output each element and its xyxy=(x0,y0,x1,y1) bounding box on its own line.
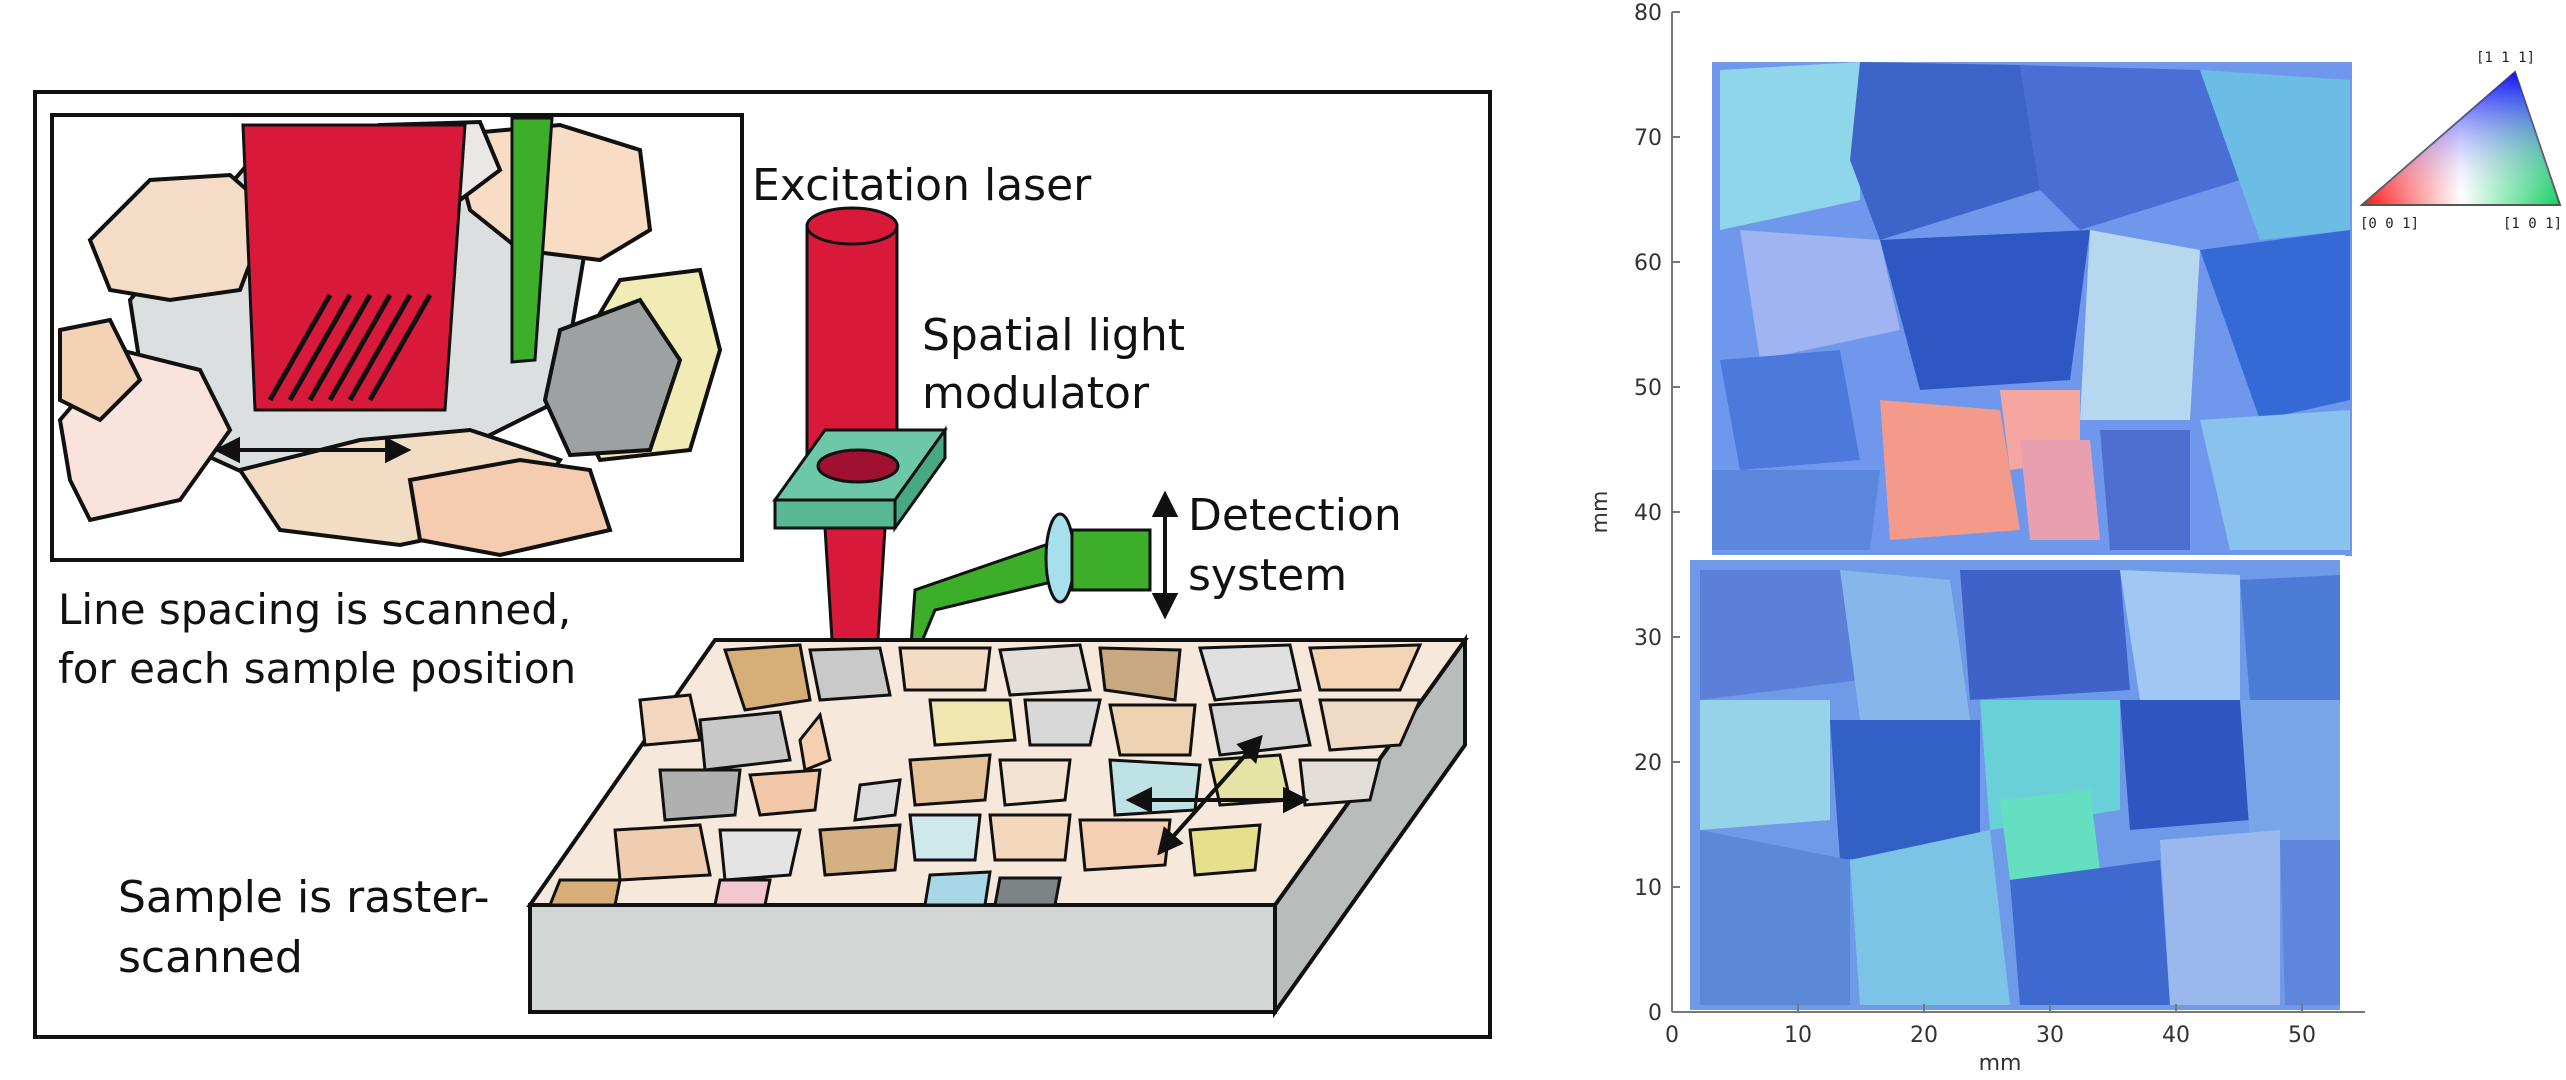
x-axis-ticks: 0 10 20 30 40 50 xyxy=(1665,1004,2316,1048)
orientation-map-image xyxy=(1690,62,2352,1010)
y-tick-label: 70 xyxy=(1634,126,1662,151)
label-slm-2: modulator xyxy=(922,368,1150,419)
y-tick-label: 80 xyxy=(1634,1,1662,26)
y-tick-label: 20 xyxy=(1634,751,1662,776)
grain xyxy=(407,457,613,558)
sample-block xyxy=(526,633,1469,1019)
y-axis-ticks: 0 10 20 30 40 50 60 70 80 xyxy=(1634,1,1680,1026)
schematic-panel: Line spacing is scanned, for each sample… xyxy=(33,90,1492,1039)
inset-panel xyxy=(50,113,744,562)
label-detection-1: Detection xyxy=(1188,490,1402,541)
y-tick-label: 50 xyxy=(1634,376,1662,401)
grain xyxy=(542,297,683,458)
label-excitation-laser: Excitation laser xyxy=(752,160,1092,211)
inset-detection-probe xyxy=(510,116,554,364)
x-tick-label: 0 xyxy=(1665,1023,1679,1048)
label-sample-2: scanned xyxy=(118,932,303,983)
detection-arrow xyxy=(1151,490,1179,620)
x-tick-label: 30 xyxy=(2036,1023,2064,1048)
label-slm-1: Spatial light xyxy=(922,310,1185,361)
spatial-light-modulator xyxy=(772,425,948,533)
detection-system xyxy=(882,512,1152,732)
y-tick-label: 60 xyxy=(1634,251,1662,276)
y-tick-label: 40 xyxy=(1634,501,1662,526)
label-detection-2: system xyxy=(1188,550,1347,601)
raster-scan-arrows xyxy=(1125,734,1310,856)
x-tick-label: 50 xyxy=(2288,1023,2316,1048)
orientation-color-key: [1 1 1] [0 0 1] [1 0 1] xyxy=(2359,50,2562,232)
label-line-spacing-2: for each sample position xyxy=(58,644,576,693)
orientation-map-panel: 0 10 20 30 40 50 60 70 80 0 10 20 30 40 50 mm mm [1 1… xyxy=(1588,1,2562,1076)
grain xyxy=(447,122,653,263)
label-line-spacing-1: Line spacing is scanned, xyxy=(58,585,571,634)
y-tick-label: 10 xyxy=(1634,876,1662,901)
x-tick-label: 40 xyxy=(2162,1023,2190,1048)
y-tick-label: 0 xyxy=(1648,1001,1662,1026)
inset-scan-arrow xyxy=(213,436,412,464)
grain xyxy=(58,317,143,423)
key-label-111: [1 1 1] xyxy=(2476,50,2535,66)
sample-front-face xyxy=(528,903,1277,1014)
inset-laser-lines xyxy=(267,293,433,402)
x-axis-label: mm xyxy=(1979,1051,2022,1076)
inset-laser-beam xyxy=(241,123,467,412)
y-tick-label: 30 xyxy=(1634,626,1662,651)
key-label-101: [1 0 1] xyxy=(2503,216,2562,232)
key-label-001: [0 0 1] xyxy=(2360,216,2419,232)
label-sample-1: Sample is raster- xyxy=(118,872,490,923)
x-tick-label: 10 xyxy=(1784,1023,1812,1048)
x-tick-label: 20 xyxy=(1910,1023,1938,1048)
y-axis-label: mm xyxy=(1588,491,1613,534)
